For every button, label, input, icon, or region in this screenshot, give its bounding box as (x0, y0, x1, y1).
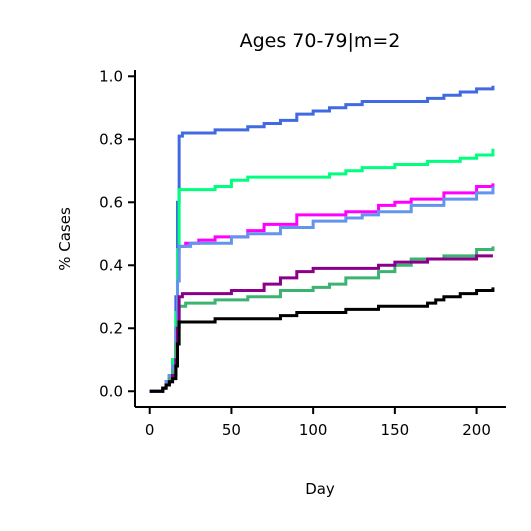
x-tick-label: 100 (299, 421, 328, 439)
y-ticks: 0.0 0.2 0.4 0.6 0.8 1.0 (99, 67, 135, 400)
x-tick-label: 150 (381, 421, 410, 439)
y-tick-label: 0.0 (99, 382, 123, 400)
x-ticks: 0 50 100 150 200 (145, 407, 491, 439)
plot-lines (149, 85, 495, 393)
series-line-1 (149, 148, 495, 393)
series-line-5 (149, 254, 493, 393)
chart-title: Ages 70-79|m=2 (240, 30, 401, 52)
y-tick-label: 0.6 (99, 193, 123, 211)
x-tick-label: 50 (222, 421, 241, 439)
y-tick-label: 0.8 (99, 130, 123, 148)
series-line-4 (149, 246, 495, 393)
axes: 0 50 100 150 200 0.0 0.2 0.4 0.6 0.8 1.0 (99, 67, 506, 439)
y-tick-label: 0.2 (99, 319, 123, 337)
y-tick-label: 1.0 (99, 67, 123, 85)
series-line-0 (149, 85, 495, 393)
series-line-6 (149, 287, 495, 393)
x-tick-label: 200 (462, 421, 491, 439)
series-line-3 (149, 186, 495, 393)
y-tick-label: 0.4 (99, 256, 123, 274)
y-axis-label: % Cases (56, 207, 74, 271)
x-axis-label: Day (305, 480, 335, 498)
x-tick-label: 0 (145, 421, 155, 439)
